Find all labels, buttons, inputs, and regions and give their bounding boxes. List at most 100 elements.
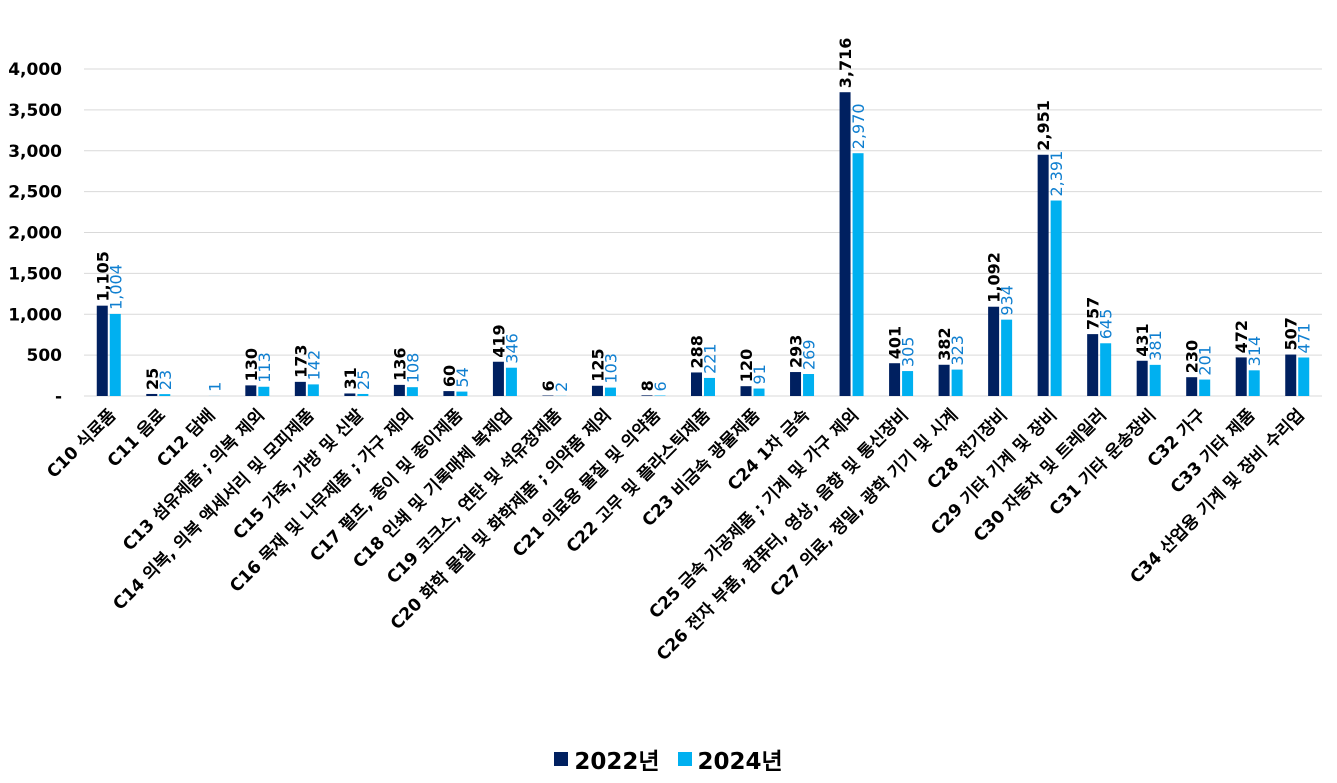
data-label-2024: 2,391 <box>1047 151 1066 197</box>
data-label-2024: 381 <box>1146 330 1165 361</box>
data-label-2024: 645 <box>1097 309 1116 340</box>
data-label-2022: 401 <box>886 326 905 359</box>
y-tick-label: 500 <box>27 346 63 366</box>
data-label-2024: 1,004 <box>106 264 125 310</box>
legend-label-2024: 2024년 <box>697 749 783 775</box>
data-label-2022: 757 <box>1084 297 1103 330</box>
bar-2022 <box>245 385 257 396</box>
bar-2024 <box>406 387 418 396</box>
data-label-2024: 346 <box>502 333 521 364</box>
data-label-2024: 1 <box>205 382 224 392</box>
bar-2022 <box>1136 360 1148 396</box>
bar-2024 <box>604 387 616 396</box>
data-label-2024: 305 <box>899 337 918 368</box>
bar-2022 <box>641 395 653 396</box>
y-tick-label: - <box>55 387 62 407</box>
data-label-2022: 472 <box>1232 320 1251 353</box>
data-label-2024: 2 <box>552 382 571 392</box>
data-label-2022: 1,105 <box>93 251 112 302</box>
legend-swatch-2022 <box>554 752 569 766</box>
bar-2022 <box>591 385 603 396</box>
bars <box>96 92 1310 396</box>
bar-2022 <box>1285 354 1297 396</box>
data-label-2022: 431 <box>1133 323 1152 356</box>
bar-2024 <box>159 394 171 396</box>
bar-2024 <box>1001 319 1013 396</box>
data-label-2024: 221 <box>701 343 720 374</box>
y-tick-label: 2,500 <box>8 183 62 203</box>
bar-2024 <box>803 374 815 396</box>
data-label-2022: 173 <box>291 344 310 377</box>
gridlines <box>84 68 1322 397</box>
bar-2024 <box>307 384 319 396</box>
legend-item-2024: 2024년 <box>677 742 783 776</box>
bar-2022 <box>1186 377 1198 396</box>
bar-2022 <box>1087 334 1099 396</box>
bar-2022 <box>1037 154 1049 396</box>
y-tick-label: 1,500 <box>8 264 62 284</box>
bar-2024 <box>258 386 270 396</box>
y-tick-label: 2,000 <box>8 224 62 244</box>
data-label-2024: 103 <box>601 353 620 384</box>
bar-2022 <box>1235 357 1247 396</box>
data-label-2022: 3,716 <box>836 38 855 89</box>
data-label-2024: 6 <box>651 381 670 391</box>
bar-2022 <box>344 393 356 396</box>
bar-2024 <box>1149 364 1161 396</box>
legend-item-2022: 2022년 <box>554 742 660 776</box>
data-label-2024: 269 <box>800 339 819 370</box>
bar-2024 <box>109 313 121 396</box>
y-tick-label: 3,500 <box>8 101 62 121</box>
data-label-2022: 136 <box>390 347 409 380</box>
data-label-2022: 230 <box>1183 340 1202 373</box>
data-label-2022: 60 <box>440 365 459 387</box>
bar-2024 <box>704 377 715 396</box>
bar-2022 <box>96 305 108 396</box>
bar-2022 <box>839 92 851 396</box>
x-tick-label: C10 식료품 <box>43 405 120 482</box>
bar-2022 <box>988 306 1000 396</box>
bar-2024 <box>1100 343 1112 396</box>
bar-2024 <box>852 153 864 396</box>
bar-2022 <box>294 381 306 396</box>
bar-2024 <box>357 393 369 396</box>
data-label-2022: 8 <box>638 380 657 391</box>
bar-2022 <box>790 372 802 396</box>
data-label-2024: 108 <box>403 353 422 384</box>
data-label-2022: 2,951 <box>1034 100 1053 151</box>
data-label-2022: 6 <box>539 380 558 391</box>
data-label-2022: 125 <box>588 348 607 381</box>
data-label-2022: 120 <box>737 349 756 382</box>
y-tick-label: 1,000 <box>8 305 62 325</box>
data-label-2024: 23 <box>156 370 175 390</box>
legend-label-2022: 2022년 <box>574 749 660 775</box>
data-label-2022: 288 <box>688 335 707 368</box>
data-label-2024: 54 <box>453 367 472 387</box>
bar-2024 <box>753 388 765 396</box>
bar-2024 <box>505 367 517 396</box>
bar-2024 <box>1248 370 1260 396</box>
data-label-2022: 293 <box>787 335 806 368</box>
bar-2022 <box>740 386 752 396</box>
data-label-2024: 113 <box>255 352 274 383</box>
bar-2022 <box>146 393 158 396</box>
data-label-2022: 382 <box>935 327 954 360</box>
data-label-2024: 201 <box>1196 345 1215 376</box>
data-label-2024: 91 <box>750 364 769 384</box>
data-label-2024: 25 <box>354 370 373 390</box>
data-label-2022: 130 <box>242 348 261 381</box>
bar-2022 <box>443 391 455 396</box>
bar-2024 <box>1050 200 1062 396</box>
bar-2024 <box>902 371 914 396</box>
bar-2022 <box>393 384 405 396</box>
data-label-2022: 25 <box>143 368 162 390</box>
data-label-2022: 419 <box>489 324 508 357</box>
bar-2022 <box>691 372 702 396</box>
data-label-2022: 507 <box>1282 317 1301 350</box>
bar-2022 <box>889 363 901 396</box>
data-label-2024: 142 <box>304 350 323 381</box>
bar-2024 <box>1298 357 1310 396</box>
y-axis-ticks: - 500 1,000 1,500 2,000 2,500 3,000 3,500 4,000 <box>8 60 62 407</box>
data-label-2022: 31 <box>341 367 360 389</box>
